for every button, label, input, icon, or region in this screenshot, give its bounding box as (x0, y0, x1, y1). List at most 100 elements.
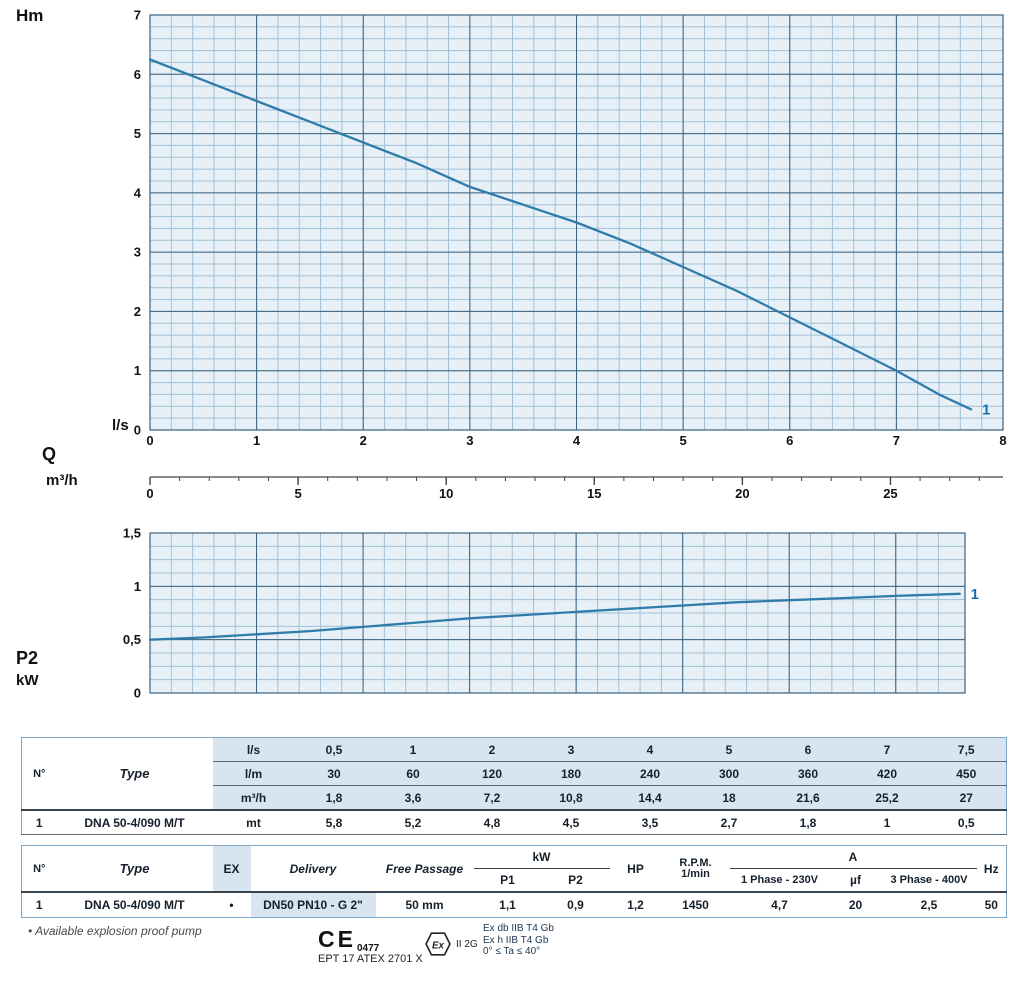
p2-power-chart: 0 0,5 1 1,5 1 (123, 526, 979, 701)
value-cell: 1,8 (294, 785, 374, 810)
marking-line: Ex db IIB T4 Gb (483, 923, 554, 934)
delivery-cell: DN50 PN10 - G 2" (250, 891, 376, 918)
value-cell: 30 (294, 761, 374, 786)
flow-table-unit-row: N° Type l/s 0,5 1 2 3 4 5 6 7 7,5 (21, 737, 1007, 781)
value-cell: 240 (610, 761, 690, 786)
unit-cell: l/m (212, 761, 295, 786)
col-header-1phase: 1 Phase - 230V (740, 874, 819, 886)
svg-text:10: 10 (439, 486, 453, 501)
1phase-current-cell: 4,7 (729, 891, 830, 918)
svg-text:0: 0 (134, 686, 141, 701)
svg-text:3: 3 (134, 245, 141, 260)
ex-hexagon-label: Ex (432, 940, 445, 951)
explosion-proof-note: • Available explosion proof pump (28, 924, 202, 938)
value-cell: 4,8 (452, 809, 532, 835)
svg-text:25: 25 (883, 486, 897, 501)
value-cell: 3,5 (610, 809, 690, 835)
value-cell: 7 (847, 737, 927, 762)
svg-text:1,5: 1,5 (123, 526, 141, 541)
flow-unit-ls-label: l/s (112, 417, 129, 434)
spec-data-row: 1 DNA 50-4/090 M/T • DN50 PN10 - G 2" 50… (21, 891, 1007, 918)
col-header-3phase: 3 Phase - 400V (890, 874, 968, 886)
value-cell: 1,8 (768, 809, 848, 835)
p2-cell: 0,9 (541, 891, 610, 918)
spec-header-row-2: P1 P2 1 Phase - 230V µf 3 Phase - 400V (22, 869, 1007, 893)
value-cell: 360 (768, 761, 848, 786)
col-header-p1: P1 (500, 873, 515, 887)
flow-table-data-row: 1 DNA 50-4/090 M/T mt 5,8 5,2 4,8 4,5 3,… (21, 809, 1007, 835)
notified-body-number: 0477 (356, 943, 380, 954)
pump-type-cell: DNA 50-4/090 M/T (56, 891, 213, 918)
svg-text:7: 7 (134, 8, 141, 23)
col-header-n: N° (33, 862, 46, 875)
flow-table: N° Type l/s 0,5 1 2 3 4 5 6 7 7,5 l/m 30… (21, 737, 1007, 835)
value-cell: 1 (847, 809, 927, 835)
svg-text:0,5: 0,5 (123, 632, 141, 647)
head-flow-chart: 0 1 2 3 4 5 6 7 0 1 2 3 4 5 6 7 8 0 5 10 15 20 25 1 (134, 8, 1007, 502)
value-cell: 0,5 (294, 737, 374, 762)
svg-text:5: 5 (134, 126, 141, 141)
value-cell: 10,8 (531, 785, 611, 810)
p1-cell: 1,1 (473, 891, 542, 918)
ex-marking-lines: Ex db IIB T4 Gb Ex h IIB T4 Gb 0° ≤ Ta ≤… (483, 923, 554, 958)
svg-text:6: 6 (786, 433, 793, 448)
flow-table-unit-row: m³/h 1,8 3,6 7,2 10,8 14,4 18 21,6 25,2 … (21, 785, 1007, 810)
col-header-p2: P2 (568, 873, 583, 887)
equipment-group-label: II 2G (456, 938, 478, 950)
capacitor-cell: 20 (829, 891, 882, 918)
spec-table: N° Type EX Delivery Free Passage kW HP R… (21, 845, 1008, 918)
hp-cell: 1,2 (609, 891, 662, 918)
pump-type-cell: DNA 50-4/090 M/T (56, 809, 213, 835)
rpm-cell: 1450 (661, 891, 730, 918)
svg-text:5: 5 (294, 486, 301, 501)
svg-text:20: 20 (735, 486, 749, 501)
ce-marking: CE0477 (318, 926, 380, 954)
power-unit-kw-label: kW (16, 672, 39, 689)
col-header-kw-group: kW (473, 845, 610, 869)
flow-axis-label: Q (42, 444, 57, 464)
spec-header-row-1: N° Type EX Delivery Free Passage kW HP R… (22, 845, 1007, 892)
svg-text:3: 3 (466, 433, 473, 448)
svg-text:1: 1 (134, 579, 141, 594)
hz-cell: 50 (976, 891, 1007, 918)
value-cell: 6 (768, 737, 848, 762)
svg-text:2: 2 (360, 433, 367, 448)
col-header-uf: µf (850, 873, 861, 887)
col-header-type: Type (119, 766, 150, 781)
value-cell: 5 (689, 737, 769, 762)
head-axis-label: Hm (16, 6, 44, 25)
value-cell: 120 (452, 761, 532, 786)
col-header-hz: Hz (983, 861, 999, 876)
rpm-label: R.P.M. (679, 856, 712, 869)
marking-line: Ex h IIB T4 Gb (483, 934, 549, 946)
col-header-hp: HP (627, 861, 644, 876)
svg-text:4: 4 (134, 185, 142, 200)
svg-text:0: 0 (134, 423, 141, 438)
value-cell: 300 (689, 761, 769, 786)
svg-text:15: 15 (587, 486, 601, 501)
col-header-type: Type (119, 861, 150, 876)
value-cell: 18 (689, 785, 769, 810)
svg-text:6: 6 (134, 67, 141, 82)
col-header-amps-group: A (729, 845, 977, 869)
rpm-unit-label: 1/min (681, 867, 710, 880)
svg-text:0: 0 (146, 486, 153, 501)
value-cell: 21,6 (768, 785, 848, 810)
value-cell: 60 (373, 761, 453, 786)
power-axis-label: P2 (16, 648, 39, 668)
col-header-delivery: Delivery (289, 861, 337, 876)
svg-text:8: 8 (999, 433, 1006, 448)
value-cell: 7,2 (452, 785, 532, 810)
unit-cell: mt (212, 809, 295, 835)
unit-cell: l/s (212, 737, 295, 762)
svg-text:4: 4 (573, 433, 581, 448)
svg-text:1: 1 (253, 433, 260, 448)
value-cell: 180 (531, 761, 611, 786)
atex-certificate: EPT 17 ATEX 2701 X (318, 953, 423, 965)
value-cell: 420 (847, 761, 927, 786)
value-cell: 4 (610, 737, 690, 762)
pump-number-cell: 1 (21, 809, 57, 835)
value-cell: 4,5 (531, 809, 611, 835)
value-cell: 5,2 (373, 809, 453, 835)
